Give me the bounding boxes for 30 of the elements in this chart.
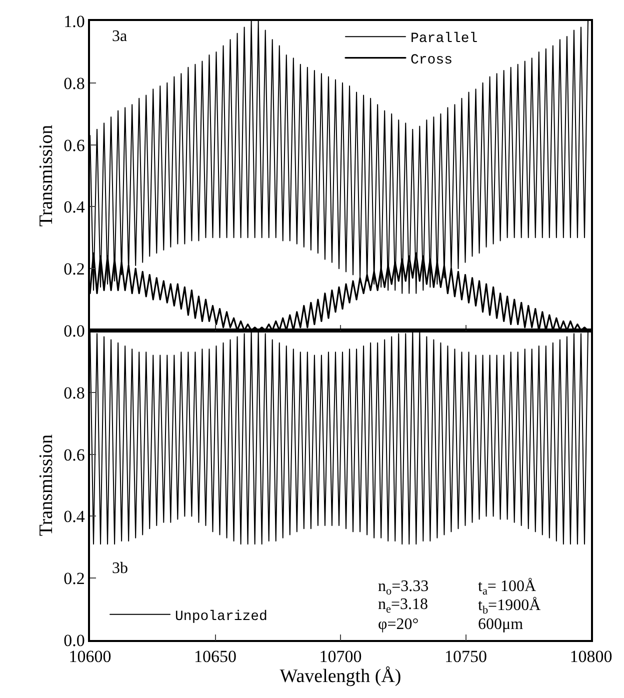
y-tick-label: 0.4 [64,198,86,217]
annotation: n$_{e}$=3.18 [378,596,428,616]
x-axis-title: Wavelength (Å) [280,666,402,688]
annotation: 3a [112,28,128,45]
annotation: t$_{a}$= 100Å [478,577,536,598]
y-tick-label: 0.8 [64,383,85,402]
y-tick-label: 0.0 [64,630,85,650]
legend-label: Cross [410,52,453,68]
x-tick-label: 10600 [68,647,112,666]
legend-label: Parallel [410,31,478,48]
x-tick-label: 10750 [444,647,487,666]
annotation: 600μm [478,616,524,633]
y-tick-label: 0.6 [64,136,85,155]
legend-label: Unpolarized [175,608,268,625]
y-axis-title: Transmission [36,434,57,536]
x-tick-label: 10650 [194,647,236,666]
y-tick-label: 0.0 [64,321,85,340]
y-tick-label: 0.8 [64,74,85,93]
x-tick-label: 10800 [570,647,612,666]
y-tick-label: 0.2 [64,569,85,588]
annotation: 3b [112,560,128,577]
y-tick-label: 0.2 [64,260,85,279]
y-tick-label: 1.0 [64,12,85,31]
annotation: φ=20° [378,616,419,633]
y-axis-title: Transmission [36,124,57,227]
annotation: t$_{b}$=1900Å [478,596,542,616]
y-tick-label: 0.4 [64,507,86,526]
x-tick-label: 10700 [319,647,362,666]
annotation: n$_{o}$=3.33 [378,578,429,598]
y-tick-label: 0.6 [64,445,85,464]
